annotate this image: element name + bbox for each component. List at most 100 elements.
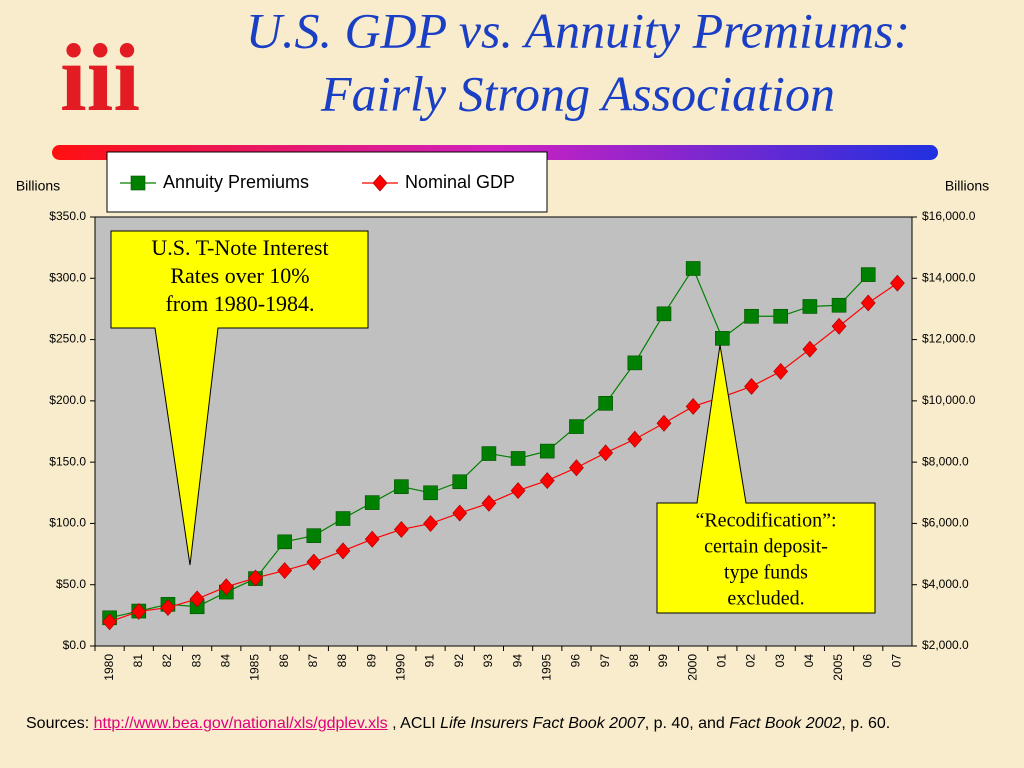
marker [452, 474, 468, 490]
x-tick-label: 2005 [831, 654, 845, 681]
y2-tick-label: $12,000.0 [922, 332, 976, 346]
marker [481, 494, 497, 512]
marker [656, 306, 672, 322]
x-tick-label: 86 [277, 654, 291, 668]
y2-tick-label: $2,000.0 [922, 638, 969, 652]
marker [802, 299, 818, 314]
x-tick-label: 1985 [248, 654, 262, 681]
marker [277, 534, 292, 550]
marker [364, 530, 380, 548]
logo: iii [60, 24, 140, 131]
legend: Annuity Premiums Nominal GDP [106, 151, 548, 213]
x-tick-label: 02 [744, 654, 758, 668]
marker [452, 504, 468, 522]
marker [860, 294, 876, 312]
marker [715, 331, 730, 346]
annotation: type funds [724, 562, 808, 584]
marker [102, 613, 117, 631]
marker [189, 590, 205, 608]
marker [685, 261, 701, 276]
marker [598, 444, 614, 462]
y2-tick-label: $16,000.0 [922, 209, 976, 223]
legend-label: Nominal GDP [405, 172, 515, 192]
y-tick-label: $50.0 [56, 577, 86, 591]
x-tick-label: 1995 [539, 654, 553, 681]
marker [131, 602, 147, 620]
y-tick-label: $150.0 [49, 454, 86, 468]
y-tick-label: $300.0 [49, 270, 86, 284]
x-tick-label: 99 [656, 654, 670, 668]
x-tick-label: 97 [598, 654, 612, 668]
y2-tick-label: $4,000.0 [922, 577, 969, 591]
x-tick-label: 98 [627, 654, 641, 668]
y2-tick-label: $14,000.0 [922, 270, 976, 284]
annotation: Rates over 10% [170, 263, 309, 288]
marker [773, 362, 789, 380]
marker [890, 274, 905, 292]
marker [744, 377, 759, 395]
marker [130, 175, 146, 191]
x-tick-label: 03 [773, 654, 787, 668]
sources-text: , ACLI [392, 715, 436, 732]
x-tick-label: 93 [481, 654, 495, 668]
marker [248, 569, 263, 587]
x-tick-label: 94 [510, 654, 524, 668]
legend-label: Annuity Premiums [163, 172, 309, 192]
marker [277, 562, 293, 579]
x-tick-label: 04 [802, 654, 816, 668]
chart-title: U.S. GDP vs. Annuity Premiums: [246, 2, 910, 58]
marker [627, 355, 643, 371]
marker [364, 495, 380, 510]
y-tick-label: $250.0 [49, 332, 86, 346]
sources-prefix: Sources: [26, 715, 90, 732]
marker [481, 446, 497, 461]
marker [773, 308, 788, 324]
marker [218, 578, 234, 596]
x-tick-label: 96 [569, 654, 583, 668]
sources-link[interactable]: http://www.bea.gov/national/xls/gdplev.x… [93, 715, 388, 732]
x-tick-label: 1980 [102, 654, 116, 681]
x-tick-label: 92 [452, 654, 466, 668]
marker [335, 511, 351, 526]
marker [802, 340, 818, 358]
sources-book: Fact Book 2002 [729, 715, 842, 732]
annotation: “Recodification”: [695, 510, 836, 532]
annotation: U.S. T-Note Interest [151, 235, 328, 260]
x-tick-label: 2000 [685, 654, 699, 681]
marker [335, 542, 351, 560]
marker [831, 297, 847, 313]
x-tick-label: 83 [189, 654, 203, 668]
sources-text: , p. 40, and [644, 715, 725, 732]
series-line [109, 282, 898, 623]
sources: Sources: http://www.bea.gov/national/xls… [26, 713, 1001, 734]
x-tick-label: 91 [423, 654, 437, 668]
marker [656, 414, 672, 432]
x-tick-label: 88 [335, 654, 349, 668]
annotation: from 1980-1984. [165, 291, 314, 316]
marker [394, 479, 409, 494]
marker [423, 515, 438, 533]
sources-book: Life Insurers Fact Book 2007 [440, 715, 645, 732]
x-tick-label: 1990 [394, 654, 408, 681]
y-tick-label: $100.0 [49, 516, 86, 530]
marker [831, 317, 847, 335]
x-tick-label: 81 [131, 654, 145, 668]
marker [393, 521, 409, 538]
x-tick-label: 06 [860, 654, 874, 668]
marker [860, 267, 876, 282]
x-tick-label: 84 [218, 654, 232, 668]
marker [685, 398, 701, 415]
marker [423, 485, 438, 501]
marker [627, 430, 643, 448]
annotation: certain deposit- [704, 536, 828, 558]
callout [656, 344, 876, 614]
y-tick-label: $200.0 [49, 393, 86, 407]
chart-title: Fairly Strong Association [320, 65, 835, 121]
y2-tick-label: $6,000.0 [922, 516, 969, 530]
marker [306, 553, 322, 571]
x-tick-label: 82 [160, 654, 174, 668]
marker [569, 419, 584, 434]
sources-text: , p. 60. [841, 715, 891, 732]
